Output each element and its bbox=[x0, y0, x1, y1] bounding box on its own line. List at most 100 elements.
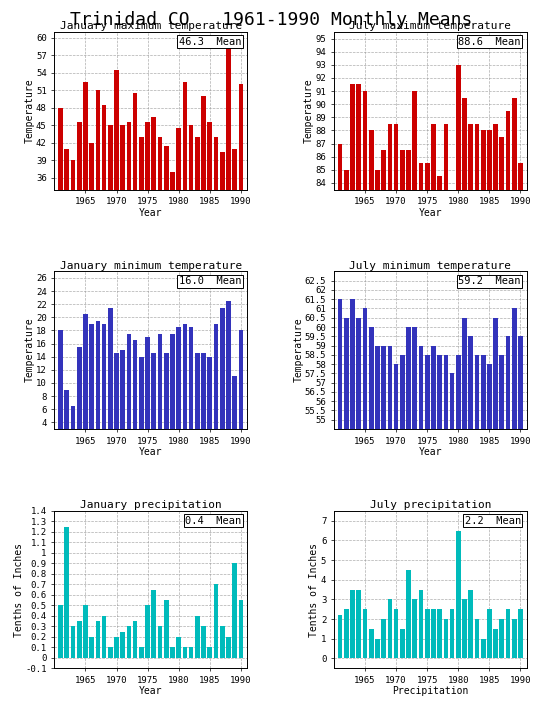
Bar bbox=[487, 609, 492, 658]
Bar bbox=[170, 172, 175, 388]
Bar bbox=[83, 314, 88, 449]
Bar bbox=[506, 111, 510, 711]
Bar bbox=[226, 301, 231, 449]
Bar bbox=[182, 647, 187, 658]
Bar bbox=[189, 647, 193, 658]
Bar bbox=[500, 619, 504, 658]
Bar bbox=[512, 309, 516, 711]
Bar bbox=[338, 144, 343, 711]
Bar bbox=[456, 65, 460, 711]
Bar bbox=[133, 341, 137, 449]
Bar bbox=[462, 318, 467, 711]
Title: January minimum temperature: January minimum temperature bbox=[60, 261, 242, 271]
Bar bbox=[356, 589, 361, 658]
Bar bbox=[83, 605, 88, 658]
Bar bbox=[444, 124, 448, 711]
Bar bbox=[369, 629, 374, 658]
X-axis label: Year: Year bbox=[419, 208, 442, 218]
Bar bbox=[102, 616, 106, 658]
Bar bbox=[127, 333, 131, 449]
Bar bbox=[182, 324, 187, 449]
Bar bbox=[344, 170, 349, 711]
Bar bbox=[164, 600, 168, 658]
Bar bbox=[102, 105, 106, 388]
Bar bbox=[146, 122, 150, 388]
Bar bbox=[96, 90, 100, 388]
Bar bbox=[363, 91, 367, 711]
Bar bbox=[518, 336, 523, 711]
Bar bbox=[456, 355, 460, 711]
Bar bbox=[381, 150, 386, 711]
Bar bbox=[77, 621, 81, 658]
Bar bbox=[431, 609, 435, 658]
Bar bbox=[121, 125, 125, 388]
Bar bbox=[450, 373, 454, 711]
Bar bbox=[518, 609, 523, 658]
X-axis label: Year: Year bbox=[139, 447, 162, 457]
Title: July maximum temperature: July maximum temperature bbox=[349, 21, 512, 31]
Bar bbox=[89, 143, 94, 388]
Bar bbox=[338, 299, 343, 711]
Bar bbox=[207, 357, 212, 449]
Bar bbox=[102, 324, 106, 449]
Bar bbox=[450, 609, 454, 658]
Bar bbox=[431, 346, 435, 711]
Bar bbox=[71, 406, 75, 449]
Y-axis label: Tenths of Inches: Tenths of Inches bbox=[310, 542, 319, 636]
Bar bbox=[425, 609, 430, 658]
Text: 16.0  Mean: 16.0 Mean bbox=[179, 276, 241, 286]
Bar bbox=[481, 130, 485, 711]
Bar bbox=[437, 609, 442, 658]
Bar bbox=[406, 570, 411, 658]
Bar bbox=[214, 584, 218, 658]
Bar bbox=[108, 647, 112, 658]
Bar bbox=[127, 626, 131, 658]
Bar bbox=[114, 70, 119, 388]
Bar bbox=[350, 589, 355, 658]
Bar bbox=[157, 333, 162, 449]
Bar bbox=[214, 137, 218, 388]
Bar bbox=[146, 337, 150, 449]
Bar bbox=[363, 309, 367, 711]
Bar bbox=[487, 130, 492, 711]
Bar bbox=[77, 122, 81, 388]
Bar bbox=[450, 235, 454, 711]
Bar bbox=[189, 327, 193, 449]
Bar bbox=[369, 327, 374, 711]
Bar bbox=[133, 93, 137, 388]
Bar bbox=[71, 626, 75, 658]
Bar bbox=[419, 164, 424, 711]
Text: 88.6  Mean: 88.6 Mean bbox=[458, 37, 521, 47]
Bar bbox=[176, 637, 181, 658]
Bar bbox=[425, 355, 430, 711]
Bar bbox=[431, 124, 435, 711]
Bar bbox=[127, 122, 131, 388]
Bar bbox=[518, 164, 523, 711]
Bar bbox=[469, 336, 473, 711]
Bar bbox=[151, 353, 156, 449]
Bar bbox=[381, 346, 386, 711]
Bar bbox=[89, 637, 94, 658]
Bar bbox=[65, 527, 69, 658]
Bar bbox=[195, 616, 200, 658]
Text: 46.3  Mean: 46.3 Mean bbox=[179, 37, 241, 47]
Bar bbox=[176, 327, 181, 449]
Bar bbox=[96, 621, 100, 658]
Bar bbox=[189, 125, 193, 388]
Bar bbox=[65, 390, 69, 449]
Bar bbox=[375, 170, 380, 711]
Bar bbox=[413, 599, 417, 658]
Bar bbox=[462, 599, 467, 658]
X-axis label: Precipitation: Precipitation bbox=[392, 686, 469, 696]
Bar bbox=[338, 615, 343, 658]
Bar bbox=[406, 150, 411, 711]
X-axis label: Year: Year bbox=[139, 208, 162, 218]
Bar bbox=[238, 331, 243, 449]
Bar bbox=[400, 629, 405, 658]
Bar bbox=[58, 331, 63, 449]
Title: January precipitation: January precipitation bbox=[80, 500, 222, 510]
Bar bbox=[350, 299, 355, 711]
Bar bbox=[369, 130, 374, 711]
Bar bbox=[425, 164, 430, 711]
Bar bbox=[220, 626, 225, 658]
